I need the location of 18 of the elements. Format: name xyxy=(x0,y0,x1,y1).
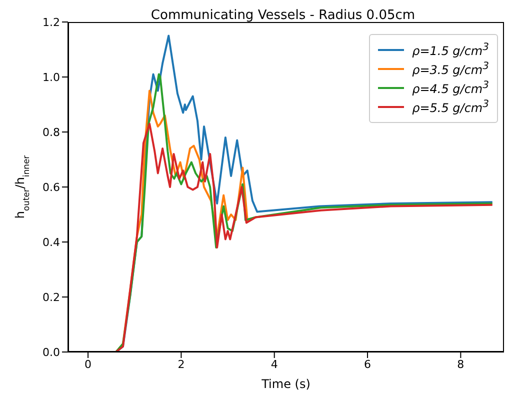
y-tick-label: 1.0 xyxy=(42,70,60,84)
x-axis-title: Time (s) xyxy=(260,377,310,391)
legend-label: ρ=3.5 g/cm$^{3}$ xyxy=(412,61,489,77)
chart-title: Communicating Vessels - Radius 0.05cm xyxy=(150,8,416,23)
y-tick-label: 0.8 xyxy=(42,126,60,139)
x-tick-label: 2 xyxy=(178,358,185,371)
x-tick-label: 4 xyxy=(270,358,278,371)
legend-label: ρ=5.5 g/cm$^{3}$ xyxy=(412,99,489,115)
y-tick-label: 0.6 xyxy=(42,180,60,194)
legend-label: ρ=1.5 g/cm$^{3}$ xyxy=(412,42,489,58)
x-tick-label: 6 xyxy=(364,358,372,371)
legend-label: ρ=4.5 g/cm$^{3}$ xyxy=(412,80,489,96)
x-tick-label: 0 xyxy=(84,358,92,371)
y-tick-label: 1.2 xyxy=(42,16,60,29)
x-tick-label: 8 xyxy=(457,358,464,371)
y-tick-label: 0.2 xyxy=(42,290,60,304)
y-tick-label: 0.4 xyxy=(42,236,60,249)
y-tick-label: 0.0 xyxy=(42,346,60,359)
